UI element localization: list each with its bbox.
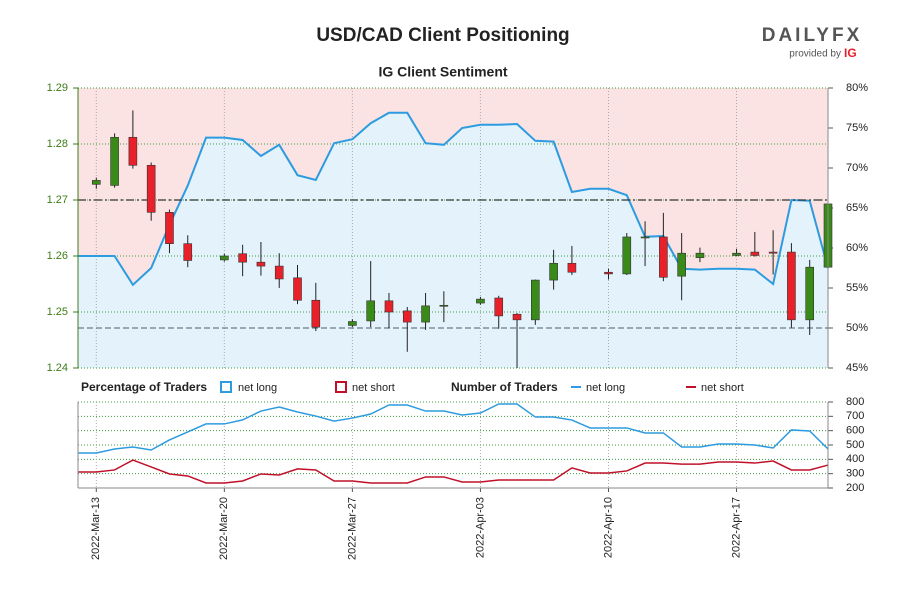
candle-body bbox=[439, 304, 449, 307]
legend-title: Number of Traders bbox=[451, 380, 558, 394]
candle-body bbox=[787, 251, 796, 321]
candle-body bbox=[622, 236, 632, 275]
candle-body bbox=[549, 262, 558, 281]
series-line bbox=[78, 403, 829, 454]
candle-body bbox=[183, 243, 193, 261]
y-tick-label: 600 bbox=[846, 425, 864, 437]
y-tick-label: 1.25 bbox=[47, 306, 68, 318]
candle-body bbox=[695, 252, 705, 258]
y2-tick-label: 65% bbox=[846, 202, 868, 214]
candle-body bbox=[366, 300, 375, 322]
candle-body bbox=[768, 251, 778, 254]
x-tick-label: 2022-Apr-17 bbox=[730, 497, 742, 558]
y-tick-label: 1.29 bbox=[47, 82, 68, 94]
y-tick-label: 500 bbox=[846, 439, 864, 451]
candle-body bbox=[732, 252, 741, 256]
candle-body bbox=[238, 253, 247, 263]
candle-body bbox=[512, 313, 522, 321]
candle-body bbox=[677, 252, 686, 277]
y-tick-label: 1.24 bbox=[47, 362, 68, 374]
candle-body bbox=[91, 180, 101, 185]
x-tick-label: 2022-Mar-27 bbox=[346, 497, 358, 560]
y2-tick-label: 70% bbox=[846, 162, 868, 174]
y2-tick-label: 60% bbox=[846, 242, 868, 254]
legend-label: net short bbox=[701, 382, 744, 394]
candle-body bbox=[640, 236, 650, 239]
candle-body bbox=[220, 255, 229, 261]
candle-body bbox=[274, 265, 284, 280]
logo-provider: provided by bbox=[789, 49, 841, 60]
y-tick-label: 1.27 bbox=[47, 194, 68, 206]
y-tick-label: 700 bbox=[846, 410, 864, 422]
y2-tick-label: 80% bbox=[846, 82, 868, 94]
net-long-area bbox=[78, 112, 828, 368]
legend-label: net short bbox=[352, 382, 395, 394]
candle-body bbox=[476, 298, 485, 304]
candle-body bbox=[256, 261, 266, 267]
y-tick-label: 800 bbox=[846, 396, 864, 408]
chart-subtitle: IG Client Sentiment bbox=[378, 64, 507, 80]
y-tick-label: 400 bbox=[846, 453, 864, 465]
y-tick-label: 1.28 bbox=[47, 138, 68, 150]
y-tick-label: 200 bbox=[846, 482, 864, 494]
y2-tick-label: 75% bbox=[846, 122, 868, 134]
candle-body bbox=[421, 305, 430, 323]
candle-body bbox=[402, 310, 412, 323]
y-tick-label: 300 bbox=[846, 468, 864, 480]
candle-body bbox=[805, 266, 815, 321]
x-tick-label: 2022-Apr-03 bbox=[474, 497, 486, 558]
x-tick-label: 2022-Mar-13 bbox=[90, 497, 102, 560]
legend-swatch bbox=[335, 381, 347, 393]
candle-body bbox=[348, 321, 357, 326]
candle-body bbox=[494, 297, 504, 317]
candle-body bbox=[165, 212, 174, 244]
y2-tick-label: 50% bbox=[846, 322, 868, 334]
logo-partner: IG bbox=[844, 46, 857, 60]
candle-body bbox=[146, 164, 156, 213]
candle-body bbox=[110, 136, 119, 186]
series-line bbox=[78, 459, 829, 484]
candle-body bbox=[604, 271, 613, 275]
legend-label: net long bbox=[238, 382, 277, 394]
candle-body bbox=[311, 299, 321, 328]
x-tick-label: 2022-Apr-10 bbox=[602, 497, 614, 558]
y2-tick-label: 45% bbox=[846, 362, 868, 374]
y2-tick-label: 55% bbox=[846, 282, 868, 294]
candle-body bbox=[128, 136, 138, 166]
legend-swatch bbox=[220, 381, 232, 393]
legend-label: net long bbox=[586, 382, 625, 394]
candle-body bbox=[384, 300, 394, 313]
net-long-line bbox=[78, 111, 829, 287]
candle-body bbox=[567, 262, 577, 273]
logo-brand: DAILYFX bbox=[762, 25, 863, 46]
candle-body bbox=[531, 279, 540, 321]
candle-body bbox=[659, 236, 668, 278]
legend-title: Percentage of Traders bbox=[81, 380, 207, 394]
candle-body bbox=[293, 277, 302, 301]
x-tick-label: 2022-Mar-20 bbox=[218, 497, 230, 560]
candle-body bbox=[750, 251, 760, 256]
y-tick-label: 1.26 bbox=[47, 250, 68, 262]
chart-title: USD/CAD Client Positioning bbox=[316, 25, 569, 46]
